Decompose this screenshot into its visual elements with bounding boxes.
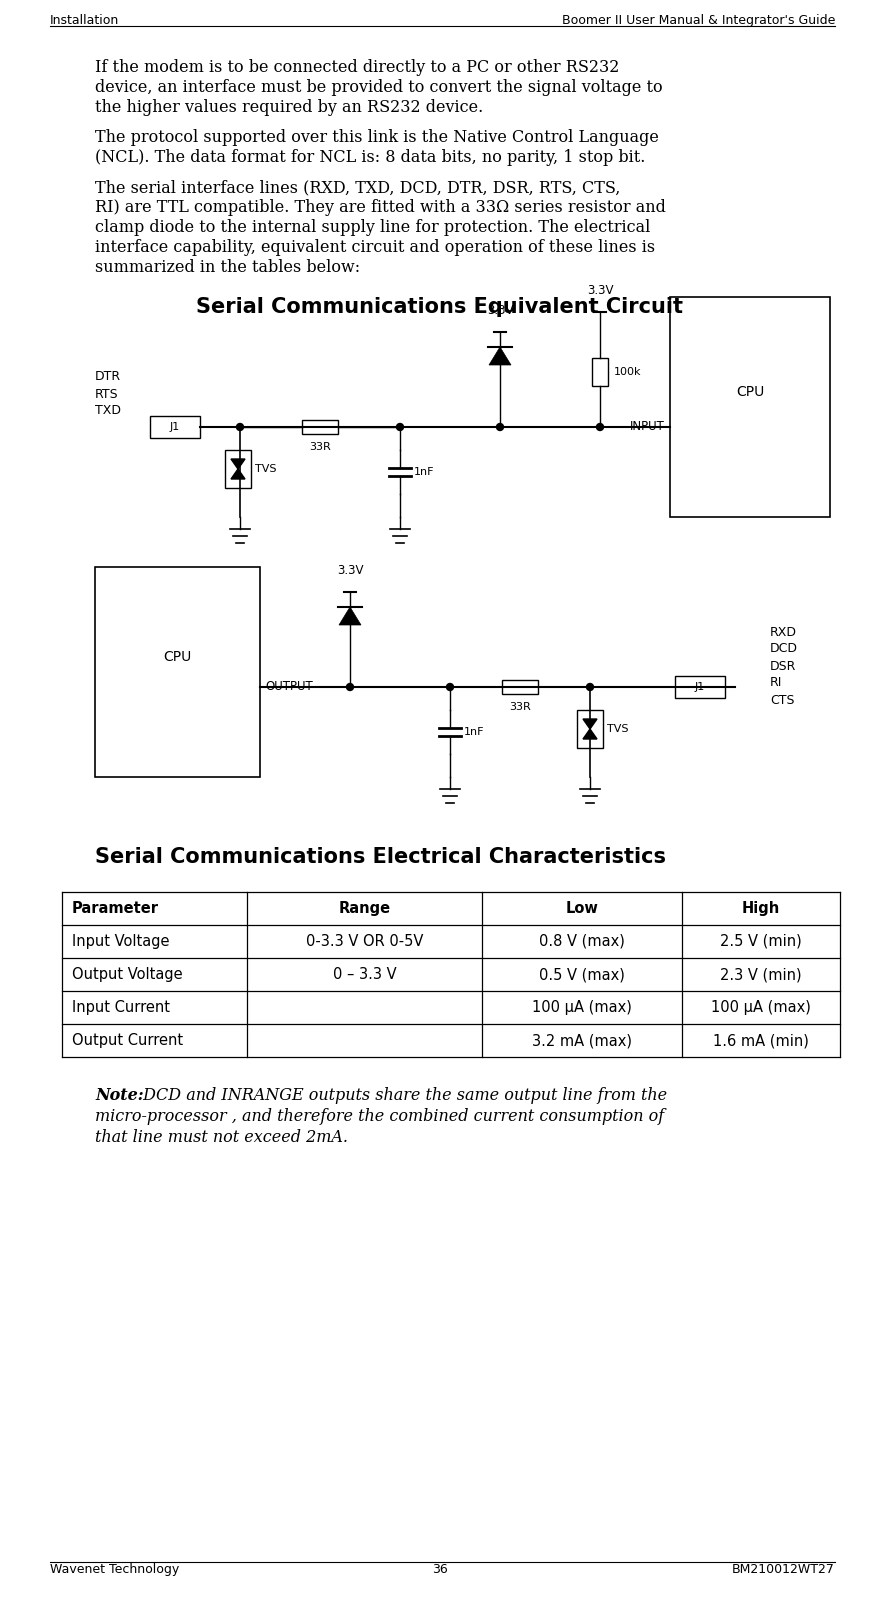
Text: BM210012WT27: BM210012WT27 <box>732 1562 835 1577</box>
Text: the higher values required by an RS232 device.: the higher values required by an RS232 d… <box>95 99 484 115</box>
Text: Output Current: Output Current <box>72 1033 183 1047</box>
Text: Input Voltage: Input Voltage <box>72 934 169 950</box>
Bar <box>502 680 538 695</box>
Polygon shape <box>231 468 245 480</box>
Bar <box>675 675 725 698</box>
Text: micro-processor , and therefore the combined current consumption of: micro-processor , and therefore the comb… <box>95 1108 664 1124</box>
Text: Input Current: Input Current <box>72 999 170 1015</box>
Circle shape <box>236 423 243 430</box>
Text: 2.3 V (min): 2.3 V (min) <box>720 967 802 982</box>
Text: If the modem is to be connected directly to a PC or other RS232: If the modem is to be connected directly… <box>95 59 619 75</box>
Text: J1: J1 <box>170 422 180 431</box>
Text: Note:: Note: <box>95 1088 144 1104</box>
Circle shape <box>346 683 353 690</box>
Text: 0 – 3.3 V: 0 – 3.3 V <box>333 967 396 982</box>
Text: 100k: 100k <box>614 367 641 377</box>
Text: RXD: RXD <box>770 626 797 638</box>
Text: 1nF: 1nF <box>464 727 485 736</box>
Text: clamp diode to the internal supply line for protection. The electrical: clamp diode to the internal supply line … <box>95 220 650 236</box>
Circle shape <box>596 423 603 430</box>
Text: CTS: CTS <box>770 693 795 706</box>
Text: 3.3V: 3.3V <box>587 284 613 297</box>
Text: The protocol supported over this link is the Native Control Language: The protocol supported over this link is… <box>95 128 659 146</box>
Bar <box>670 297 830 516</box>
Circle shape <box>587 683 594 690</box>
Polygon shape <box>583 719 597 728</box>
Text: (NCL). The data format for NCL is: 8 data bits, no parity, 1 stop bit.: (NCL). The data format for NCL is: 8 dat… <box>95 149 646 165</box>
Text: Low: Low <box>566 901 598 916</box>
Text: 0-3.3 V OR 0-5V: 0-3.3 V OR 0-5V <box>306 934 423 950</box>
Text: RI: RI <box>770 677 782 690</box>
Polygon shape <box>339 606 361 626</box>
Bar <box>302 420 338 435</box>
Text: Installation: Installation <box>50 14 119 27</box>
Text: TXD: TXD <box>95 404 121 417</box>
Text: DTR: DTR <box>95 371 121 383</box>
Text: High: High <box>742 901 780 916</box>
Text: Serial Communications Equivalent Circuit: Serial Communications Equivalent Circuit <box>196 297 684 318</box>
Bar <box>95 566 260 776</box>
Text: 36: 36 <box>432 1562 448 1577</box>
Text: Range: Range <box>338 901 390 916</box>
Text: OUTPUT: OUTPUT <box>265 680 313 693</box>
Text: CPU: CPU <box>163 650 192 664</box>
Text: 1nF: 1nF <box>414 467 434 476</box>
Text: DCD and INRANGE outputs share the same output line from the: DCD and INRANGE outputs share the same o… <box>138 1088 667 1104</box>
Text: Boomer II User Manual & Integrator's Guide: Boomer II User Manual & Integrator's Gui… <box>561 14 835 27</box>
Bar <box>225 451 251 488</box>
Text: that line must not exceed 2mA.: that line must not exceed 2mA. <box>95 1129 348 1145</box>
Polygon shape <box>583 728 597 739</box>
Text: CPU: CPU <box>736 385 764 399</box>
Text: RI) are TTL compatible. They are fitted with a 33Ω series resistor and: RI) are TTL compatible. They are fitted … <box>95 199 666 217</box>
Text: 100 µA (max): 100 µA (max) <box>711 999 811 1015</box>
Text: Output Voltage: Output Voltage <box>72 967 182 982</box>
Bar <box>592 358 608 387</box>
Text: interface capability, equivalent circuit and operation of these lines is: interface capability, equivalent circuit… <box>95 239 655 257</box>
Circle shape <box>447 683 454 690</box>
Text: 3.2 mA (max): 3.2 mA (max) <box>532 1033 632 1047</box>
Text: DSR: DSR <box>770 659 796 672</box>
Text: 0.5 V (max): 0.5 V (max) <box>539 967 625 982</box>
Text: 3.3V: 3.3V <box>337 565 363 577</box>
Text: summarized in the tables below:: summarized in the tables below: <box>95 258 360 276</box>
Text: device, an interface must be provided to convert the signal voltage to: device, an interface must be provided to… <box>95 79 663 96</box>
Text: TVS: TVS <box>607 723 628 735</box>
Text: 33R: 33R <box>509 703 531 712</box>
Text: 100 µA (max): 100 µA (max) <box>532 999 632 1015</box>
Text: DCD: DCD <box>770 643 798 656</box>
Text: 3.3V: 3.3V <box>486 305 514 318</box>
Text: The serial interface lines (RXD, TXD, DCD, DTR, DSR, RTS, CTS,: The serial interface lines (RXD, TXD, DC… <box>95 180 620 196</box>
Bar <box>577 711 603 747</box>
Polygon shape <box>489 346 511 366</box>
Text: TVS: TVS <box>255 464 277 475</box>
Text: 1.6 mA (min): 1.6 mA (min) <box>713 1033 809 1047</box>
Text: RTS: RTS <box>95 388 119 401</box>
Circle shape <box>497 423 504 430</box>
Circle shape <box>396 423 403 430</box>
Text: 2.5 V (min): 2.5 V (min) <box>720 934 802 950</box>
Text: Wavenet Technology: Wavenet Technology <box>50 1562 179 1577</box>
Bar <box>150 415 200 438</box>
Text: 33R: 33R <box>309 443 331 452</box>
Text: 0.8 V (max): 0.8 V (max) <box>539 934 625 950</box>
Text: J1: J1 <box>695 682 705 691</box>
Text: Serial Communications Electrical Characteristics: Serial Communications Electrical Charact… <box>95 847 666 868</box>
Text: Parameter: Parameter <box>72 901 159 916</box>
Text: INPUT: INPUT <box>630 420 665 433</box>
Polygon shape <box>231 459 245 468</box>
